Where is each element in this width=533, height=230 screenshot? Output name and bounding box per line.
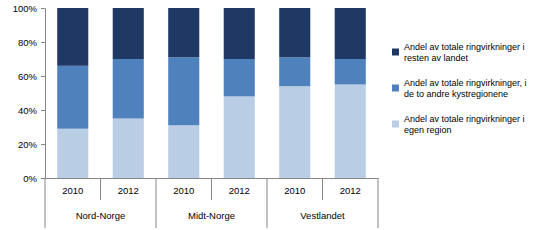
x-separator [156, 178, 157, 228]
y-tick-mark [41, 42, 45, 43]
y-tick-label: 80% [18, 37, 38, 48]
legend-label: Andel av totale ringvirkninger iegen reg… [404, 114, 525, 135]
x-separators [45, 178, 378, 228]
y-axis-line [41, 9, 46, 179]
y-tick-label: 20% [18, 139, 38, 150]
x-tick: 2012 [340, 185, 361, 196]
x-separator [378, 178, 379, 228]
x-group-label: Midt-Norge [188, 210, 235, 221]
legend-label: Andel av totale ringvirkninger iresten a… [404, 42, 525, 63]
bar-segment [279, 57, 310, 86]
x-tick-label: 2012 [229, 185, 250, 196]
x-tick: 2010 [284, 185, 305, 196]
x-tick: 2012 [229, 185, 250, 196]
legend-swatch [392, 49, 399, 56]
y-tick-label: 100% [13, 3, 38, 14]
x-separator [211, 178, 212, 200]
bar-segment [335, 8, 366, 59]
y-tick: 0% [23, 173, 45, 184]
bar-segment [224, 96, 255, 178]
bar-segment [113, 59, 144, 119]
bar-segment [168, 8, 199, 57]
bar-segment [279, 8, 310, 57]
bar-segment [279, 86, 310, 178]
legend-label: Andel av totale ringvirkninger, ide to a… [404, 78, 527, 99]
x-tick-label: 2012 [340, 185, 361, 196]
chart: 0% 20% 40% 60% 80% 100% 2010 2012 2010 2012 2010 20… [0, 0, 533, 230]
y-tick-mark [41, 8, 45, 9]
x-separator [100, 178, 101, 200]
bar-segment [224, 59, 255, 96]
legend-item: Andel av totale ringvirkninger iresten a… [392, 42, 525, 63]
x-group-label: Nord-Norge [76, 210, 126, 221]
y-tick: 80% [18, 37, 45, 48]
bar-segment [113, 119, 144, 179]
bar-segment [335, 85, 366, 179]
bar-segment [335, 59, 366, 85]
y-tick-mark [41, 144, 45, 145]
x-tick: 2010 [62, 185, 83, 196]
x-group-label: Vestlandet [300, 210, 345, 221]
legend-item: Andel av totale ringvirkninger, ide to a… [392, 78, 527, 99]
y-tick-mark [41, 178, 45, 179]
y-tick-label: 0% [23, 173, 37, 184]
bar-segment [57, 129, 88, 178]
x-tick-label: 2010 [284, 185, 305, 196]
y-tick: 60% [18, 71, 45, 82]
x-tick: 2012 [118, 185, 139, 196]
x-separator [45, 178, 46, 228]
bar-segment [113, 8, 144, 59]
x-tick-label: 2010 [62, 185, 83, 196]
legend: Andel av totale ringvirkninger iresten a… [392, 42, 527, 135]
legend-item: Andel av totale ringvirkninger iegen reg… [392, 114, 525, 135]
x-tick: 2010 [173, 185, 194, 196]
legend-swatch [392, 85, 399, 92]
bar-segment [168, 57, 199, 125]
y-tick: 40% [18, 105, 45, 116]
legend-swatch [392, 121, 399, 128]
y-tick: 20% [18, 139, 45, 150]
bars [57, 8, 366, 178]
bar-segment [57, 66, 88, 129]
y-tick: 100% [13, 3, 45, 14]
x-group-labels: Nord-Norge Midt-Norge Vestlandet [76, 210, 345, 221]
bar-segment [57, 8, 88, 66]
bar-segment [168, 125, 199, 178]
y-tick-label: 60% [18, 71, 38, 82]
y-tick-mark [41, 110, 45, 111]
bar-segment [224, 8, 255, 59]
x-tick-label: 2012 [118, 185, 139, 196]
y-axis: 0% 20% 40% 60% 80% 100% [13, 3, 46, 184]
x-tick-label: 2010 [173, 185, 194, 196]
y-tick-mark [41, 76, 45, 77]
y-tick-label: 40% [18, 105, 38, 116]
x-separator [322, 178, 323, 200]
x-separator [267, 178, 268, 228]
